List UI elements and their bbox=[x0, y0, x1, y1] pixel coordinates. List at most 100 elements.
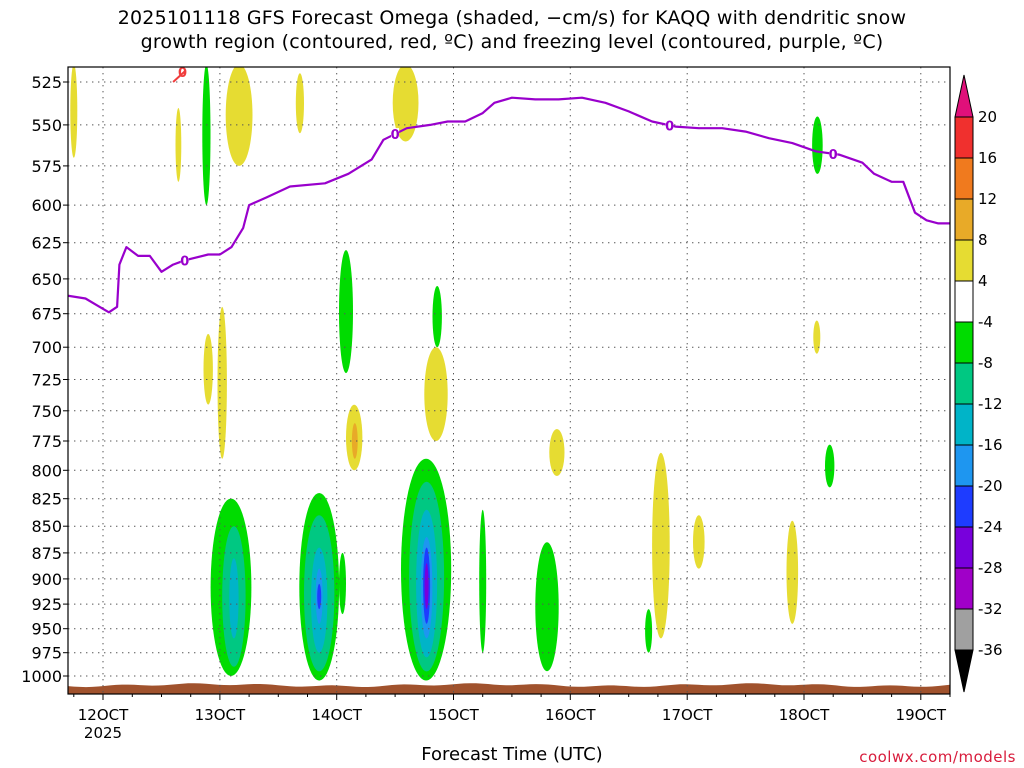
colorbar-bin bbox=[954, 567, 974, 610]
colorbar-tick-label: -24 bbox=[978, 518, 1003, 536]
x-tick-label: 13OCT bbox=[195, 706, 246, 724]
omega-rising-region bbox=[225, 67, 253, 166]
colorbar-bin bbox=[954, 157, 974, 200]
dgz-contour bbox=[172, 70, 186, 83]
y-tick-label: 675 bbox=[31, 305, 62, 324]
omega-sinking-region bbox=[317, 583, 322, 610]
freezing-level-label: 0 bbox=[665, 119, 674, 134]
omega-rising-region bbox=[392, 67, 419, 142]
contour-label-background bbox=[665, 119, 674, 132]
omega-sinking-region bbox=[812, 116, 823, 174]
omega-rising-region bbox=[652, 452, 670, 639]
y-tick-label: 925 bbox=[31, 595, 62, 614]
y-tick-label: 825 bbox=[31, 490, 62, 509]
plot-frame bbox=[67, 66, 951, 695]
surface-terrain bbox=[68, 683, 950, 694]
colorbar-bin bbox=[954, 444, 974, 487]
grid-lines bbox=[68, 67, 950, 694]
x-axis-label: Forecast Time (UTC) bbox=[421, 744, 603, 765]
colorbar-bin bbox=[954, 280, 974, 323]
y-tick-label: 625 bbox=[31, 234, 62, 253]
colorbar-tick-label: 12 bbox=[978, 190, 997, 208]
colorbar-top-triangle bbox=[954, 74, 974, 118]
omega-rising-region bbox=[424, 347, 448, 441]
contour-label-background bbox=[180, 254, 189, 267]
omega-rising-region bbox=[70, 67, 78, 158]
y-axis: 525 550 575 600 625 650 675 700 725 750 775 800 825 8… bbox=[21, 73, 68, 686]
omega-rising-region bbox=[549, 429, 565, 476]
omega-sinking-region bbox=[339, 552, 346, 615]
omega-rising-region bbox=[295, 73, 304, 134]
y-tick-label: 550 bbox=[31, 116, 62, 135]
y-tick-label: 875 bbox=[31, 544, 62, 563]
omega-rising-region bbox=[786, 520, 799, 624]
omega-sinking-region bbox=[535, 542, 559, 672]
chart-title-line-2: growth region (contoured, red, ºC) and f… bbox=[140, 31, 884, 53]
omega-sinking-region bbox=[424, 563, 429, 610]
colorbar-bin bbox=[954, 526, 974, 569]
y-tick-label: 1000 bbox=[21, 667, 62, 686]
y-tick-label: 575 bbox=[31, 157, 62, 176]
y-tick-label: 525 bbox=[31, 73, 62, 92]
source-credit[interactable]: coolwx.com/models bbox=[859, 748, 1016, 766]
x-tick-label: 16OCT bbox=[545, 706, 596, 724]
omega-sinking-region bbox=[645, 609, 653, 653]
freezing-level-label: 0 bbox=[829, 148, 838, 163]
omega-sinking-region bbox=[479, 509, 487, 653]
colorbar-tick-label: 20 bbox=[978, 108, 997, 126]
y-tick-label: 775 bbox=[31, 432, 62, 451]
colorbar-bin bbox=[954, 362, 974, 405]
x-tick-label: 15OCT bbox=[428, 706, 479, 724]
colorbar-tick-label: -16 bbox=[978, 436, 1003, 454]
colorbar-tick-label: -4 bbox=[978, 313, 993, 331]
y-tick-label: 725 bbox=[31, 371, 62, 390]
colorbar-tick-label: -36 bbox=[978, 641, 1003, 659]
y-tick-label: 750 bbox=[31, 402, 62, 421]
colorbar-bottom-triangle bbox=[954, 649, 974, 693]
omega-rising-region bbox=[175, 107, 182, 182]
omega-rising-region bbox=[203, 334, 213, 405]
y-tick-label: 950 bbox=[31, 620, 62, 639]
colorbar-tick-label: -8 bbox=[978, 354, 993, 372]
colorbar-bin bbox=[954, 239, 974, 282]
x-tick-sublabel: 2025 bbox=[84, 724, 122, 742]
omega-sinking-region bbox=[339, 250, 353, 374]
chart-title-line-1: 2025101118 GFS Forecast Omega (shaded, −… bbox=[117, 7, 907, 29]
freezing-level-label: 0 bbox=[391, 128, 400, 143]
y-tick-label: 700 bbox=[31, 338, 62, 357]
omega-rising-region bbox=[813, 320, 821, 354]
y-tick-label: 975 bbox=[31, 644, 62, 663]
contours: 0 0 0 0 0 bbox=[68, 67, 950, 314]
y-tick-label: 650 bbox=[31, 270, 62, 289]
colorbar-tick-label: -28 bbox=[978, 559, 1003, 577]
x-tick-label: 19OCT bbox=[896, 706, 947, 724]
surface-terrain-band bbox=[68, 683, 950, 694]
colorbar-tick-label: 4 bbox=[978, 272, 988, 290]
colorbar-bin bbox=[954, 403, 974, 446]
colorbar-tick-label: -12 bbox=[978, 395, 1003, 413]
x-tick-label: 17OCT bbox=[662, 706, 713, 724]
colorbar-bin bbox=[954, 321, 974, 364]
colorbar-bin bbox=[954, 485, 974, 528]
colorbar-tick-label: 16 bbox=[978, 149, 997, 167]
colorbar-tick-label: 8 bbox=[978, 231, 988, 249]
omega-sinking-region bbox=[825, 444, 835, 488]
x-tick-label: 14OCT bbox=[311, 706, 362, 724]
omega-sinking-region bbox=[229, 558, 239, 639]
colorbar: 20 16 12 8 4 -4 -8 -12 -16 -20 -24 -28 -32 -36 bbox=[954, 74, 1003, 693]
colorbar-tick-label: -32 bbox=[978, 600, 1003, 618]
contour-label-background bbox=[391, 128, 400, 141]
omega-rising-region bbox=[693, 515, 705, 569]
colorbar-bin bbox=[954, 116, 974, 159]
omega-rising-region bbox=[351, 423, 358, 459]
contour-label-background bbox=[829, 147, 838, 160]
y-tick-label: 850 bbox=[31, 517, 62, 536]
omega-sinking-region bbox=[202, 67, 211, 206]
colorbar-tick-label: -20 bbox=[978, 477, 1003, 495]
omega-sinking-region bbox=[432, 286, 442, 348]
y-tick-label: 800 bbox=[31, 461, 62, 480]
freezing-level-label: 0 bbox=[180, 254, 189, 269]
freezing-level-contour bbox=[68, 96, 950, 314]
